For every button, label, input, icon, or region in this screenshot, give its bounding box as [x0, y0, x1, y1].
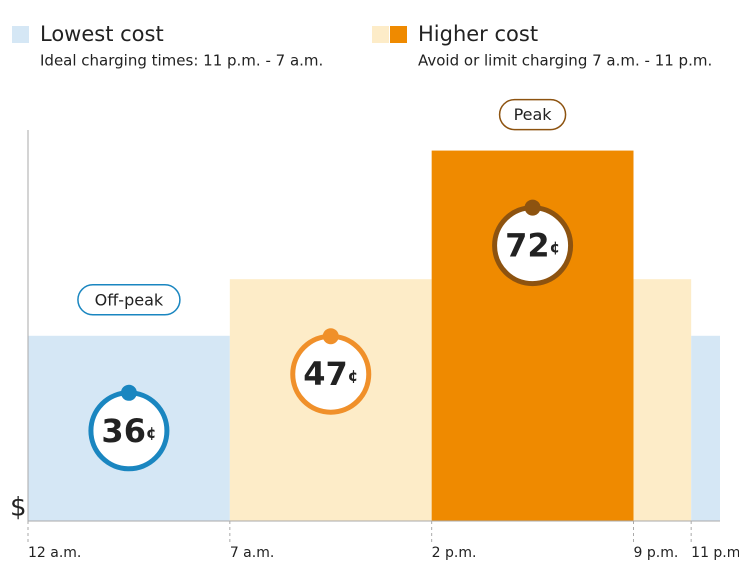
period-label: Off-peak: [95, 290, 164, 309]
value-unit: ¢: [550, 238, 560, 256]
legend-title: Higher cost: [418, 22, 538, 46]
legend-swatch: [372, 26, 389, 43]
value-label: 36¢: [101, 412, 156, 450]
y-axis-label: $: [10, 493, 27, 523]
badge-plug: [322, 328, 339, 345]
legend-description: Ideal charging times: 11 p.m. - 7 a.m.: [40, 52, 323, 70]
badge-plug: [524, 199, 541, 216]
value-unit: ¢: [146, 423, 156, 441]
badge-plug: [120, 384, 137, 401]
value-number: 36: [101, 412, 146, 450]
legend-swatch: [12, 26, 29, 43]
x-tick-label: 12 a.m.: [28, 545, 81, 561]
x-tick-label: 11 p.m.: [691, 545, 739, 561]
rate-bar: [691, 335, 720, 521]
legend-swatch: [390, 26, 407, 43]
value-number: 47: [303, 355, 348, 393]
value-label: 72¢: [505, 227, 560, 265]
legend-title: Lowest cost: [40, 22, 164, 46]
period-label: Peak: [514, 105, 553, 124]
x-tick-label: 7 a.m.: [230, 545, 274, 561]
legend-description: Avoid or limit charging 7 a.m. - 11 p.m.: [418, 52, 712, 70]
rate-bar: [633, 279, 692, 521]
period-pill: [498, 98, 567, 131]
period-pill: [77, 284, 181, 316]
value-number: 72: [505, 227, 550, 265]
x-tick-label: 2 p.m.: [432, 545, 477, 561]
value-unit: ¢: [348, 367, 358, 385]
x-tick-label: 9 p.m.: [634, 545, 679, 561]
value-label: 47¢: [303, 355, 358, 393]
